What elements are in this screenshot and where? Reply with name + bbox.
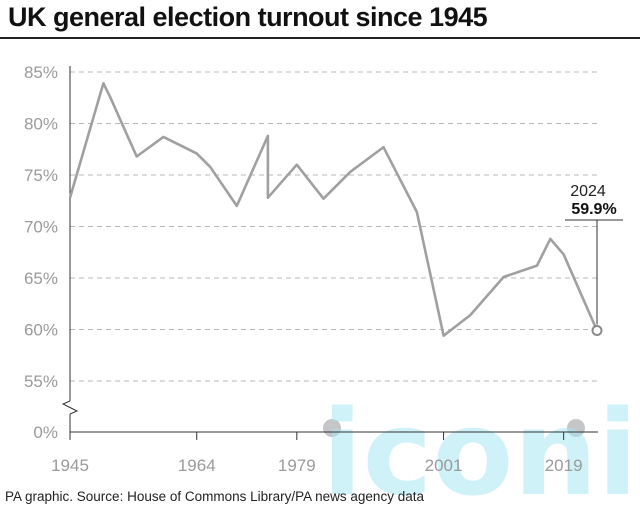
y-axis-break: [61, 400, 79, 415]
chart-title: UK general election turnout since 1945: [8, 2, 488, 32]
y-tick-label: 55%: [24, 372, 58, 391]
y-tick-label: 65%: [24, 269, 58, 288]
y-tick-label: 85%: [24, 63, 58, 82]
x-tick-label: 2001: [425, 456, 463, 475]
x-tick-label: 1979: [278, 456, 316, 475]
iconic-watermark: iconic: [322, 384, 640, 517]
y-tick-label: 60%: [24, 321, 58, 340]
y-tick-label: 0%: [33, 423, 58, 442]
y-tick-label: 70%: [24, 218, 58, 237]
source-note: PA graphic. Source: House of Commons Lib…: [5, 489, 424, 504]
title-divider: [0, 37, 640, 39]
x-tick-label: 1964: [178, 456, 216, 475]
x-tick-label: 2019: [545, 456, 583, 475]
annotation-value: 59.9%: [571, 201, 616, 218]
turnout-series-line: [68, 82, 599, 337]
watermark-text: iconic: [322, 384, 640, 517]
annotation-year: 2024: [570, 183, 606, 200]
y-tick-label: 80%: [24, 115, 58, 134]
y-tick-label: 75%: [24, 166, 58, 185]
latest-data-point: [591, 325, 603, 337]
x-tick-label: 1945: [51, 456, 89, 475]
